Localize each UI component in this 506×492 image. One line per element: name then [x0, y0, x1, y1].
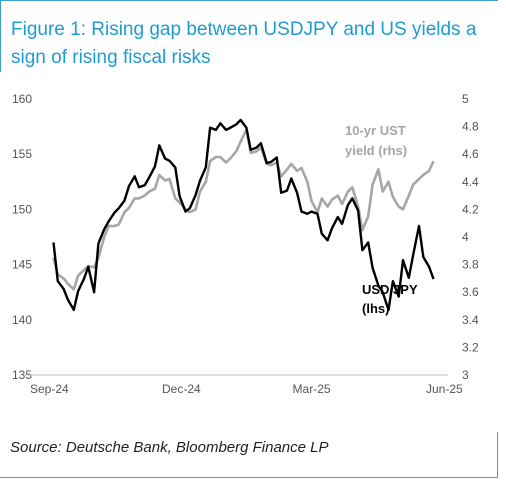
left-tick-label: 155: [12, 147, 32, 161]
ust-label-line2: yield (rhs): [345, 143, 407, 158]
right-tick-label: 3.2: [462, 340, 479, 354]
left-tick-label: 150: [12, 202, 32, 216]
usdjpy-label-line2: (lhs): [362, 301, 389, 316]
left-tick-label: 135: [12, 368, 32, 382]
ust-label-line1: 10-yr UST: [345, 123, 406, 138]
right-tick-label: 3: [462, 368, 469, 382]
right-tick-label: 4.2: [462, 202, 479, 216]
usdjpy-label-line1: USD/JPY: [362, 282, 418, 297]
figure-title: Figure 1: Rising gap between USDJPY and …: [11, 19, 477, 68]
left-tick-label: 140: [12, 313, 32, 327]
x-tick-label: Sep-24: [30, 382, 69, 396]
right-tick-label: 4.6: [462, 147, 479, 161]
left-tick-label: 160: [12, 92, 32, 106]
series-lines: [52, 118, 435, 312]
left-tick-label: 145: [12, 258, 32, 272]
right-tick-label: 3.8: [462, 258, 479, 272]
x-tick-label: Mar-25: [293, 382, 331, 396]
left-axis: 135 140 145 150 155 160: [12, 92, 32, 382]
right-axis: 3 3.2 3.4 3.6 3.8 4 4.2 4.4 4.6 4.8 5: [462, 92, 479, 382]
x-axis: Sep-24 Dec-24 Mar-25 Jun-25: [30, 382, 463, 396]
x-tick-label: Dec-24: [162, 382, 201, 396]
figure-footer: Source: Deutsche Bank, Bloomberg Finance…: [0, 432, 498, 478]
x-tick-label: Jun-25: [426, 382, 463, 396]
right-tick-label: 3.6: [462, 285, 479, 299]
right-tick-label: 5: [462, 92, 469, 106]
right-tick-label: 4: [462, 230, 469, 244]
figure-header: Figure 1: Rising gap between USDJPY and …: [0, 0, 498, 72]
right-tick-label: 3.4: [462, 313, 479, 327]
source-note: Source: Deutsche Bank, Bloomberg Finance…: [10, 439, 329, 456]
right-tick-label: 4.4: [462, 175, 479, 189]
right-tick-label: 4.8: [462, 120, 479, 134]
usdjpy-line: [52, 118, 435, 312]
ust-yield-line: [52, 128, 435, 291]
line-chart: 135 140 145 150 155 160 3 3.2 3.4 3.6 3.8 4 4.2 4.4 4…: [12, 92, 479, 396]
